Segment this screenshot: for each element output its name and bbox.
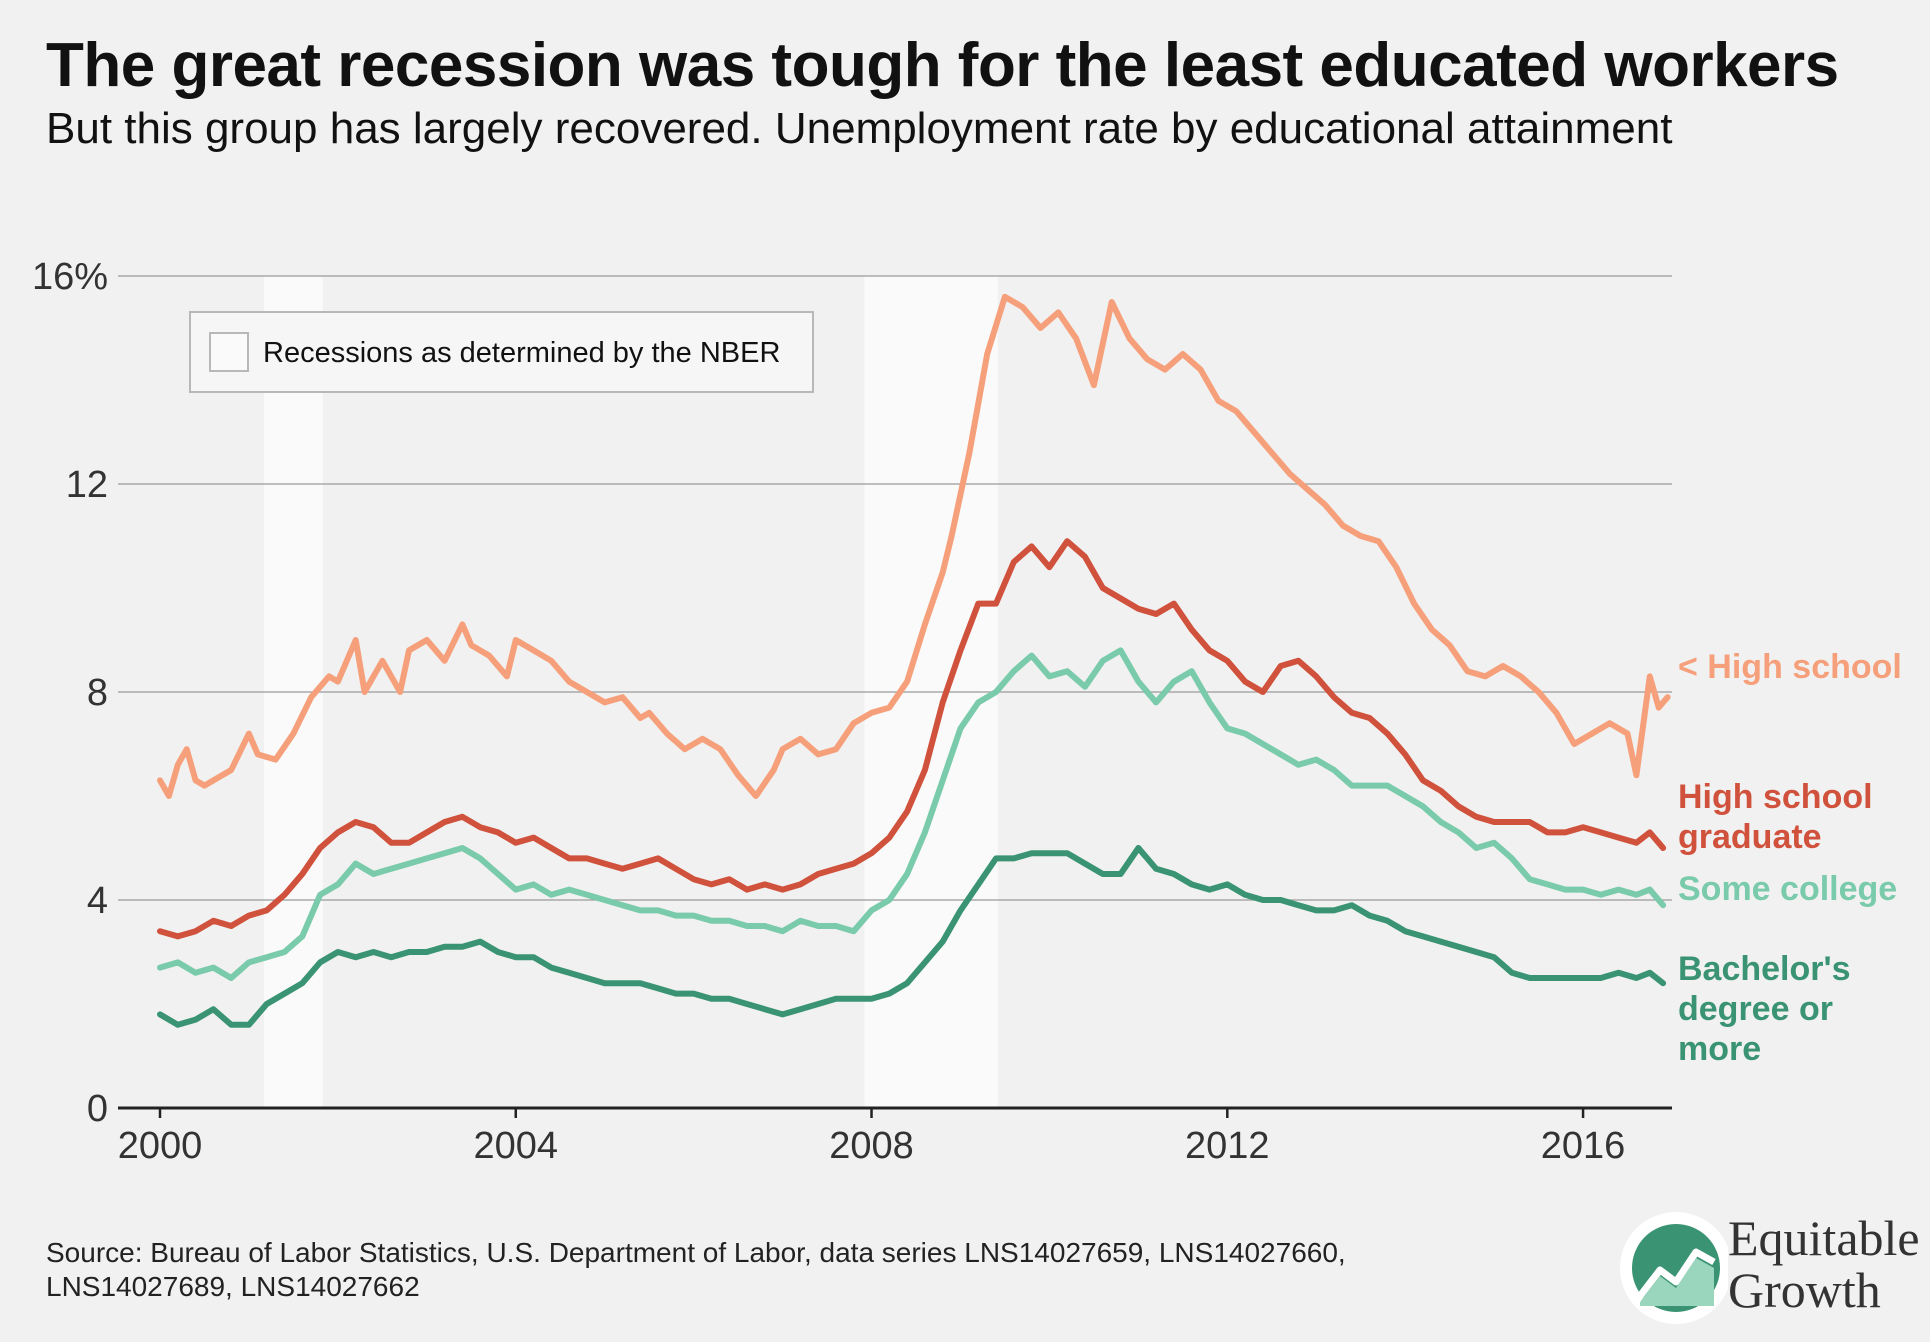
series-line	[157, 845, 1667, 1028]
series-label: Bachelor's degree or more	[1678, 950, 1851, 1068]
page-subtitle: But this group has largely recovered. Un…	[46, 104, 1673, 153]
series-label: High school graduate	[1678, 778, 1873, 856]
series-line	[157, 293, 1671, 799]
legend-recession-label: Recessions as determined by the NBER	[263, 337, 780, 369]
x-tick-label: 2012	[1185, 1125, 1270, 1167]
x-axis-ticks: 2000 2004 2008 2012 2016	[118, 1108, 1626, 1167]
series-label: Some college	[1678, 870, 1897, 908]
series-line	[157, 538, 1667, 940]
legend: Recessions as determined by the NBER	[189, 311, 814, 393]
equitable-growth-logo: Equitable Growth	[1618, 1210, 1930, 1326]
page-title: The great recession was tough for the le…	[46, 31, 1839, 100]
source-note: Source: Bureau of Labor Statistics, U.S.…	[46, 1237, 1346, 1302]
y-axis-ticks: 0 4 8 12 16%	[32, 256, 108, 1130]
x-tick-label: 2000	[118, 1125, 203, 1167]
unemployment-chart: 0 4 8 12 16% 2000 2004 2008 2012 2016 < High sch…	[32, 256, 1902, 1167]
x-tick-label: 2004	[473, 1125, 558, 1167]
legend-box	[189, 311, 814, 393]
y-tick-label: 4	[87, 880, 108, 922]
x-tick-label: 2008	[829, 1125, 914, 1167]
logo-text-line1: Equitable	[1728, 1210, 1920, 1266]
series-lines	[157, 293, 1671, 1028]
y-tick-label: 16%	[32, 256, 108, 298]
series-label: < High school	[1678, 648, 1902, 686]
gridlines	[118, 275, 1672, 1110]
logo-mark-icon	[1620, 1212, 1728, 1324]
series-labels: < High school High school graduate Some col…	[1678, 648, 1902, 1068]
y-tick-label: 12	[66, 464, 108, 506]
logo-text-line2: Growth	[1728, 1262, 1881, 1318]
legend-recession-swatch	[209, 332, 249, 372]
x-tick-label: 2016	[1541, 1125, 1626, 1167]
y-tick-label: 0	[87, 1088, 108, 1130]
series-line	[157, 647, 1667, 981]
y-tick-label: 8	[87, 672, 108, 714]
